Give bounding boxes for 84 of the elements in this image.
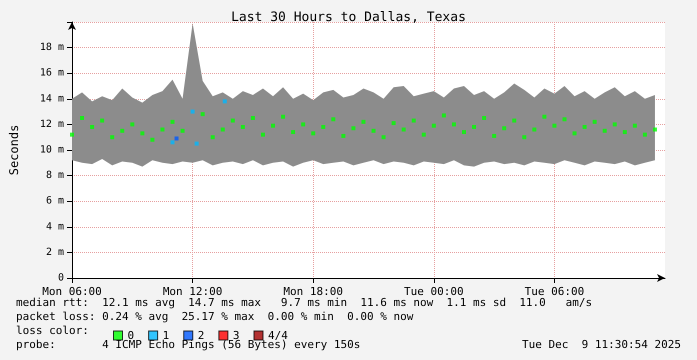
- point: [562, 117, 566, 122]
- y-tick-label: 0: [58, 272, 64, 284]
- y-tick-label: 2 m: [46, 246, 64, 258]
- point: [260, 132, 265, 137]
- text: median rtt: 12.1 ms avg 14.7 ms max 9.7 ms min 11.6 ms now 1.1 ms sd 11.0 am/s: [16, 296, 592, 309]
- point: [160, 128, 164, 132]
- point: [382, 135, 386, 140]
- point: [612, 122, 617, 126]
- y-tick-label: 4 m: [46, 221, 64, 232]
- point: [642, 132, 647, 137]
- point: [210, 135, 215, 140]
- point: [482, 116, 486, 120]
- y-tick-label: 18 m: [40, 42, 64, 54]
- chart-title: Last 30 Hours to Dallas, Texas: [231, 10, 466, 25]
- point: [392, 121, 396, 126]
- point: [422, 132, 426, 137]
- point: [472, 124, 476, 129]
- y-tick-label: 12 m: [40, 118, 64, 130]
- point: [170, 140, 175, 144]
- point: [512, 118, 516, 123]
- point: [341, 134, 346, 138]
- point: [311, 131, 316, 136]
- point: [250, 116, 255, 120]
- x-tick-label: Tue 06:00: [524, 285, 584, 298]
- point: [271, 124, 276, 128]
- point: [492, 134, 496, 138]
- point: [190, 110, 195, 114]
- y-tick-label: 8 m: [46, 170, 64, 182]
- point: [592, 120, 597, 124]
- point: [90, 124, 94, 129]
- x-tick-label: Mon 18:00: [283, 285, 344, 298]
- point: [150, 138, 154, 142]
- point: [632, 124, 637, 128]
- point: [80, 116, 84, 120]
- y-tick-label: 14 m: [40, 93, 64, 104]
- point: [432, 124, 436, 128]
- point: [222, 99, 227, 104]
- point: [70, 132, 74, 137]
- point: [532, 128, 536, 132]
- point: [194, 142, 199, 146]
- point: [100, 118, 104, 123]
- point: [622, 130, 627, 134]
- point: [462, 130, 466, 134]
- legend-title: loss color:: [16, 324, 89, 337]
- point: [442, 113, 446, 118]
- text: packet loss: 0.24 % avg 25.17 % max 0.00 % min 0.00 % now: [16, 310, 414, 323]
- point: [220, 128, 225, 132]
- x-tick-label: Mon 06:00: [42, 285, 102, 298]
- point: [170, 120, 175, 124]
- point: [321, 124, 326, 129]
- point: [602, 128, 607, 133]
- point: [240, 124, 245, 129]
- point: [130, 122, 134, 126]
- x-tick-label: Tue 00:00: [404, 285, 464, 298]
- point: [120, 128, 124, 133]
- x-tick-label: Mon 12:00: [162, 285, 222, 298]
- y-tick-label: 10 m: [40, 144, 64, 156]
- point: [230, 118, 235, 123]
- point: [180, 128, 185, 133]
- text: Tue Dec 9 11:30:54 2025: [522, 338, 682, 351]
- point: [412, 118, 416, 123]
- point: [331, 117, 336, 122]
- point: [361, 120, 366, 124]
- point: [542, 114, 546, 119]
- point: [140, 131, 144, 136]
- y-tick-label: 16 m: [40, 68, 64, 79]
- point: [301, 122, 306, 126]
- point: [552, 124, 556, 128]
- point: [582, 124, 587, 129]
- point: [652, 128, 657, 132]
- point: [572, 131, 577, 136]
- point: [291, 130, 296, 134]
- y-tick-label: 6 m: [46, 196, 64, 207]
- point: [522, 135, 526, 140]
- point: [452, 122, 456, 126]
- point: [402, 128, 406, 132]
- point: [372, 128, 376, 133]
- point: [110, 135, 114, 140]
- point: [351, 126, 356, 130]
- point: [200, 112, 205, 116]
- point: [502, 126, 506, 130]
- y-axis-title: Seconds: [7, 124, 21, 176]
- point: [174, 136, 179, 140]
- point: [281, 114, 286, 119]
